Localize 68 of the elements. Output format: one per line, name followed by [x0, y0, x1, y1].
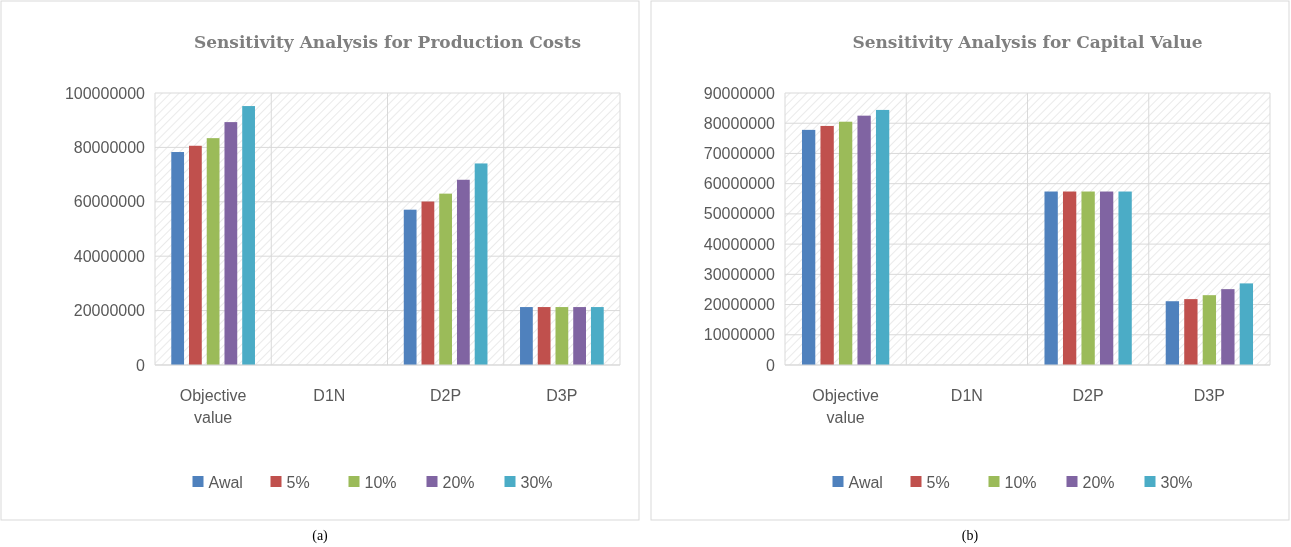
y-tick-label: 30000000 — [703, 265, 776, 283]
legend-label: 10% — [364, 473, 397, 491]
bar — [820, 125, 834, 365]
bar — [242, 106, 255, 365]
bar — [537, 307, 551, 365]
text: (a) — [312, 528, 329, 544]
x-tick-label: Objective value — [179, 387, 247, 426]
bar — [1118, 191, 1132, 365]
bar — [439, 193, 453, 365]
y-tick-label: 90000000 — [703, 84, 776, 102]
bar — [1221, 289, 1235, 365]
bar — [189, 145, 202, 365]
bar — [456, 179, 470, 365]
y-tick-label: 70000000 — [703, 145, 776, 163]
bar — [403, 209, 417, 365]
x-tick-label: D2P — [1072, 387, 1104, 404]
bar — [1165, 301, 1180, 365]
bar — [224, 122, 238, 365]
legend-label: 10% — [1004, 473, 1037, 491]
bar — [520, 307, 533, 365]
legend-label: 30% — [520, 473, 553, 491]
y-tick-label: 80000000 — [703, 114, 776, 132]
bar — [838, 121, 853, 365]
legend-label: Awal — [208, 473, 243, 491]
bar — [206, 138, 220, 365]
bar — [1062, 191, 1077, 365]
legend-label: 20% — [1082, 473, 1115, 491]
legend-label: Awal — [848, 473, 883, 491]
x-tick-label: D1N — [950, 387, 983, 404]
legend-label: 20% — [442, 473, 475, 491]
bar — [1239, 283, 1254, 365]
bar — [801, 129, 816, 365]
legend-label: 5% — [286, 473, 310, 491]
bar — [1081, 191, 1095, 365]
x-tick-label: D3P — [1193, 387, 1225, 404]
bar — [421, 201, 435, 365]
x-tick-label: D2P — [430, 387, 462, 404]
y-tick-label: 40000000 — [703, 235, 776, 253]
bar — [474, 163, 488, 365]
y-tick-label: 80000000 — [73, 139, 146, 156]
chart-title: Sensitivity Analysis for Capital Value — [852, 32, 1203, 52]
y-tick-label: 60000000 — [73, 193, 146, 211]
y-tick-label: 100000000 — [64, 84, 146, 102]
x-tick-label: Objective value — [812, 387, 880, 426]
bar — [555, 307, 569, 365]
y-tick-label: 60000000 — [703, 175, 776, 193]
text: (b) — [961, 528, 979, 544]
y-tick-label: 10000000 — [703, 326, 776, 344]
x-tick-label: D3P — [546, 387, 578, 404]
bar — [171, 152, 185, 365]
bar — [1184, 299, 1198, 365]
x-tick-label: D1N — [313, 387, 346, 404]
chart-title: Sensitivity Analysis for Production Costs — [193, 32, 582, 52]
y-tick-label: 20000000 — [73, 302, 146, 320]
bar — [875, 109, 890, 365]
legend-label: 30% — [1160, 473, 1193, 491]
legend-label: 5% — [926, 473, 950, 491]
y-tick-label: 50000000 — [703, 205, 776, 223]
y-tick-label: 0 — [766, 356, 776, 374]
y-tick-label: 40000000 — [73, 247, 146, 265]
bar — [857, 115, 871, 365]
bar — [590, 307, 604, 365]
bar — [1202, 295, 1217, 365]
bar — [573, 307, 586, 365]
bar — [1099, 191, 1114, 365]
bar — [1044, 191, 1058, 365]
y-tick-label: 0 — [136, 356, 146, 374]
y-tick-label: 20000000 — [703, 296, 776, 314]
